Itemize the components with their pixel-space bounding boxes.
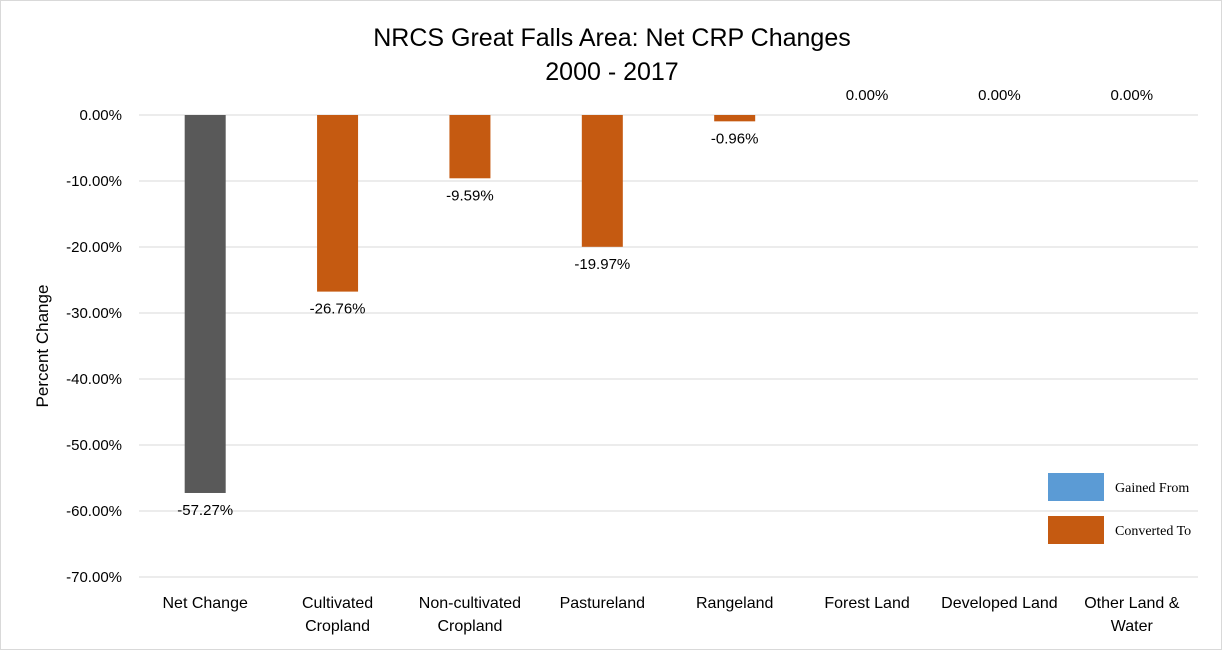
category-label: Other Land &: [1084, 595, 1180, 612]
chart-title: NRCS Great Falls Area: Net CRP Changes: [373, 24, 851, 52]
y-tick-labels: 0.00% -10.00% -20.00% -30.00% -40.00% -50.00%…: [66, 107, 122, 586]
data-label: -26.76%: [310, 301, 366, 318]
category-label: Non-cultivated: [419, 595, 521, 612]
category-label: Cultivated: [302, 595, 373, 612]
data-label: 0.00%: [978, 87, 1021, 104]
y-tick-label: -70.00%: [66, 569, 122, 586]
bar: [184, 115, 226, 493]
data-label: -57.27%: [177, 502, 233, 519]
chart-subtitle: 2000 - 2017: [545, 58, 678, 86]
category-label: Developed Land: [941, 595, 1058, 612]
category-label: Cropland: [305, 618, 370, 635]
legend: Gained From Converted To: [1048, 473, 1191, 544]
y-tick-label: -60.00%: [66, 503, 122, 520]
legend-swatch: [1048, 516, 1104, 544]
y-tick-label: -40.00%: [66, 371, 122, 388]
y-tick-label: -20.00%: [66, 239, 122, 256]
category-label: Net Change: [162, 595, 247, 612]
category-label: Water: [1111, 618, 1154, 635]
legend-swatch: [1048, 473, 1104, 501]
y-tick-label: -10.00%: [66, 173, 122, 190]
y-tick-label: -30.00%: [66, 305, 122, 322]
bars: [184, 115, 756, 493]
gridlines: [139, 114, 1198, 578]
y-tick-label: 0.00%: [79, 107, 122, 124]
data-labels: -57.27% -26.76% -9.59% -19.97% -0.96% 0.00% 0.…: [177, 87, 1153, 519]
bar: [317, 115, 359, 292]
data-label: -19.97%: [574, 256, 630, 273]
y-tick-label: -50.00%: [66, 437, 122, 454]
bar: [714, 115, 756, 122]
bar: [581, 115, 623, 247]
data-label: -0.96%: [711, 130, 759, 147]
category-label: Rangeland: [696, 595, 773, 612]
data-label: 0.00%: [1111, 87, 1154, 104]
legend-label: Converted To: [1115, 524, 1191, 539]
data-label: 0.00%: [846, 87, 889, 104]
category-label: Forest Land: [824, 595, 909, 612]
data-label: -9.59%: [446, 187, 494, 204]
legend-label: Gained From: [1115, 481, 1189, 496]
category-label: Pastureland: [560, 595, 645, 612]
y-axis-label: Percent Change: [33, 285, 52, 408]
category-labels: Net Change Cultivated Cropland Non-cultivat…: [162, 595, 1179, 635]
category-label: Cropland: [437, 618, 502, 635]
bar: [449, 115, 491, 179]
